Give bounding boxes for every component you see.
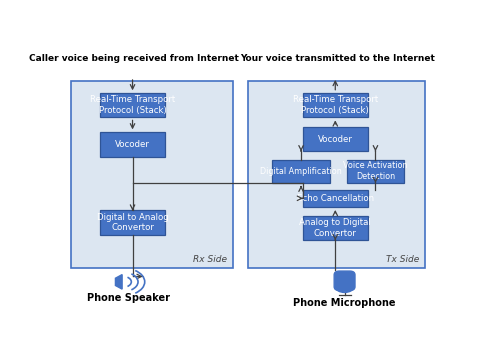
Text: Vocoder: Vocoder [115, 140, 150, 149]
FancyBboxPatch shape [303, 190, 368, 207]
FancyBboxPatch shape [303, 93, 368, 118]
FancyBboxPatch shape [248, 81, 424, 268]
Text: Digital to Analog
Convertor: Digital to Analog Convertor [96, 213, 168, 232]
FancyBboxPatch shape [100, 210, 165, 235]
Text: Analog to Digital
Convertor: Analog to Digital Convertor [300, 218, 371, 238]
Text: Real-Time Transport
Protocol (Stack): Real-Time Transport Protocol (Stack) [293, 96, 378, 115]
FancyBboxPatch shape [100, 132, 165, 156]
Text: Real-Time Transport
Protocol (Stack): Real-Time Transport Protocol (Stack) [90, 96, 175, 115]
Text: Caller voice being received from Internet: Caller voice being received from Interne… [29, 54, 240, 63]
FancyBboxPatch shape [347, 160, 404, 183]
Polygon shape [115, 275, 122, 289]
Text: Vocoder: Vocoder [318, 134, 353, 144]
FancyBboxPatch shape [303, 216, 368, 240]
Text: Digital Amplification: Digital Amplification [260, 167, 342, 176]
Text: Echo Cancellation: Echo Cancellation [297, 194, 374, 203]
FancyBboxPatch shape [272, 160, 330, 183]
Text: Your voice transmitted to the Internet: Your voice transmitted to the Internet [240, 54, 434, 63]
Text: Phone Speaker: Phone Speaker [87, 293, 170, 303]
Text: Voice Activation
Detection: Voice Activation Detection [343, 161, 408, 181]
FancyBboxPatch shape [303, 127, 368, 151]
FancyBboxPatch shape [71, 81, 233, 268]
Text: Tx Side: Tx Side [386, 256, 419, 264]
FancyBboxPatch shape [334, 271, 355, 290]
Text: Rx Side: Rx Side [193, 256, 228, 264]
Text: Phone Microphone: Phone Microphone [293, 299, 396, 308]
FancyBboxPatch shape [100, 93, 165, 118]
